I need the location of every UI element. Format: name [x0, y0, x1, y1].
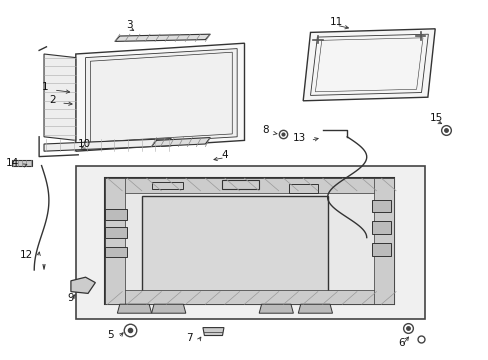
Bar	[76, 166, 425, 319]
Polygon shape	[105, 290, 393, 304]
Text: 10: 10	[78, 139, 90, 149]
Text: 11: 11	[329, 17, 343, 27]
Text: 3: 3	[126, 20, 133, 30]
Text: 15: 15	[428, 113, 442, 123]
Text: 9: 9	[67, 293, 74, 303]
Text: 12: 12	[20, 250, 33, 260]
Polygon shape	[151, 182, 183, 189]
Polygon shape	[76, 43, 244, 151]
Polygon shape	[12, 160, 32, 166]
Polygon shape	[105, 247, 127, 257]
Polygon shape	[288, 184, 317, 193]
Polygon shape	[151, 138, 210, 147]
Polygon shape	[117, 304, 151, 313]
Text: 7: 7	[186, 333, 193, 343]
Polygon shape	[222, 180, 259, 189]
Text: 5: 5	[106, 330, 113, 340]
Polygon shape	[85, 49, 237, 146]
Polygon shape	[142, 196, 327, 293]
Text: 14: 14	[5, 158, 19, 168]
Polygon shape	[151, 304, 185, 313]
Polygon shape	[115, 34, 210, 41]
Polygon shape	[259, 304, 293, 313]
Polygon shape	[105, 178, 393, 193]
Text: 2: 2	[49, 95, 56, 105]
Polygon shape	[371, 243, 390, 256]
Text: 1: 1	[42, 82, 49, 92]
Polygon shape	[44, 54, 76, 140]
Polygon shape	[105, 209, 127, 220]
Polygon shape	[371, 221, 390, 234]
Text: 4: 4	[221, 150, 228, 160]
Polygon shape	[298, 304, 332, 313]
Text: 13: 13	[292, 132, 305, 143]
Polygon shape	[105, 178, 393, 304]
Polygon shape	[203, 328, 224, 336]
Polygon shape	[371, 200, 390, 212]
Polygon shape	[303, 29, 434, 101]
Polygon shape	[71, 277, 95, 293]
Polygon shape	[105, 227, 127, 238]
Polygon shape	[44, 139, 171, 151]
Text: 8: 8	[262, 125, 268, 135]
Text: 6: 6	[398, 338, 405, 348]
Polygon shape	[105, 178, 124, 304]
Polygon shape	[373, 178, 393, 304]
